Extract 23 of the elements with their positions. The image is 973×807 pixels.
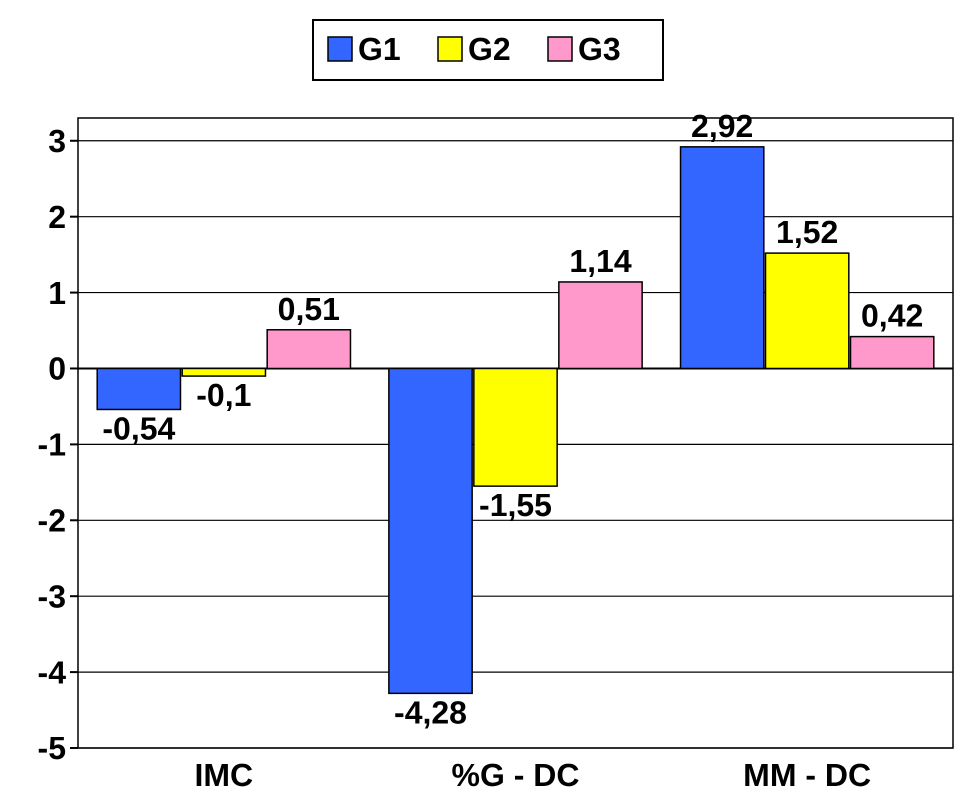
- data-label: 0,42: [861, 298, 924, 334]
- y-tick-label: -1: [38, 426, 66, 463]
- data-label: -0,54: [102, 410, 176, 446]
- data-label: 1,52: [776, 214, 838, 250]
- x-tick-label: %G - DC: [452, 757, 580, 793]
- y-tick-label: -4: [38, 654, 66, 690]
- data-label: 1,14: [569, 242, 632, 279]
- data-label: 0,51: [278, 290, 340, 327]
- data-label: -0,1: [196, 377, 252, 414]
- legend-label: G1: [358, 31, 401, 68]
- x-tick-label: IMC: [194, 757, 254, 793]
- y-tick-label: -3: [38, 578, 66, 614]
- data-label: -4,28: [394, 694, 467, 730]
- y-tick-label: 1: [48, 274, 66, 311]
- y-tick-label: -5: [38, 730, 66, 766]
- y-tick-label: 3: [48, 122, 66, 159]
- y-tick-label: 0: [48, 350, 66, 387]
- y-tick-label: 2: [48, 198, 66, 235]
- legend-label: G3: [578, 31, 621, 68]
- y-tick-label: -2: [38, 502, 66, 538]
- data-label: -1,55: [479, 487, 552, 524]
- x-tick-label: MM - DC: [743, 757, 872, 793]
- legend-label: G2: [468, 31, 511, 68]
